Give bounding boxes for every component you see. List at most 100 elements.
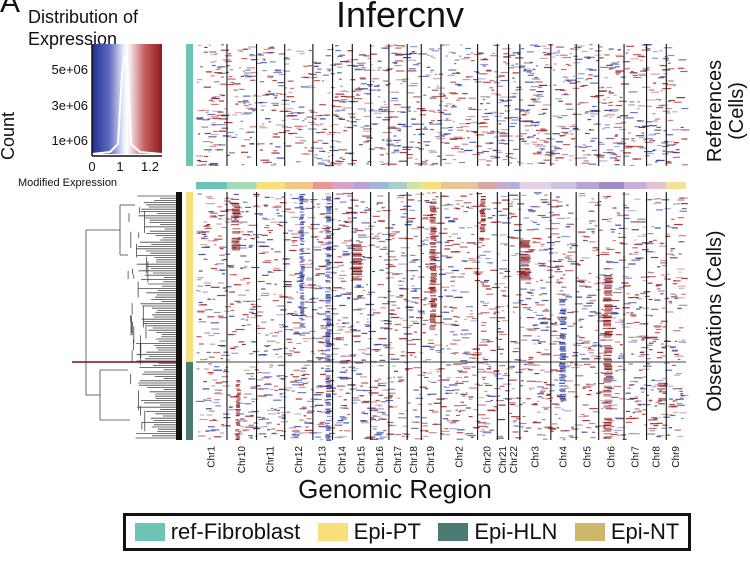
cnv-streak [520,275,531,277]
observation-cell-signal [519,422,527,425]
observation-cell-signal [605,376,614,378]
cnv-streak [603,332,612,334]
observation-cell-signal [333,287,342,289]
reference-cell-signal [662,150,666,152]
cnv-streak [480,201,486,203]
reference-cell-signal [245,76,252,78]
reference-cell-signal [573,55,578,57]
observation-cell-signal [532,237,541,239]
observation-cell-signal [223,259,227,261]
observation-cell-signal [292,242,295,244]
observation-cell-signal [208,426,215,428]
observation-cell-signal [332,393,337,395]
reference-cell-signal [666,151,674,153]
observation-cell-signal [673,330,681,332]
reference-cell-signal [313,141,318,143]
cnv-streak [235,401,240,403]
observation-cell-signal [273,267,280,269]
observation-cell-signal [277,330,283,332]
reference-cell-signal [382,119,391,121]
observation-cell-signal [655,402,660,404]
observation-cell-signal [571,245,579,247]
reference-cell-signal [542,112,546,114]
reference-cell-signal [544,154,549,156]
observation-cell-signal [547,397,551,400]
reference-cell-signal [456,72,460,74]
observation-cell-signal [669,257,678,259]
reference-cell-signal [348,153,353,155]
reference-cell-signal [480,63,489,66]
observation-cell-signal [257,355,261,357]
observation-cell-signal [571,311,579,313]
reference-cell-signal [326,133,335,136]
reference-cell-signal [639,74,647,76]
reference-cell-signal [221,44,224,46]
cnv-streak [326,263,332,265]
observation-cell-signal [422,217,429,219]
reference-cell-signal [440,100,444,102]
observation-cell-signal [444,248,451,250]
observation-cell-signal [228,333,237,336]
reference-cell-signal [285,57,289,59]
observation-cell-signal [318,342,326,344]
observation-cell-signal [534,192,542,194]
reference-cell-signal [434,73,438,75]
observation-cell-signal [428,287,431,289]
observation-cell-signal [682,341,686,343]
reference-cell-signal [319,118,326,120]
observation-cell-signal [631,229,639,231]
cnv-streak [604,387,613,389]
observation-cell-signal [413,367,421,369]
reference-cell-signal [246,107,254,109]
observation-cell-signal [634,251,639,253]
observation-cell-signal [606,260,609,262]
reference-cell-signal [470,52,474,54]
observation-cell-signal [639,323,648,325]
observation-cell-signal [257,388,264,390]
reference-cell-signal [322,128,328,130]
observation-cell-signal [374,408,378,410]
reference-cell-signal [589,129,595,131]
observation-cell-signal [544,308,548,310]
cnv-streak [325,411,331,413]
cnv-streak [430,258,437,260]
observation-cell-signal [600,346,603,348]
observation-cell-signal [631,259,641,261]
chromosome-color-segment [519,182,551,189]
observation-cell-signal [213,311,221,314]
observation-cell-signal [568,258,573,260]
observation-cell-signal [548,260,557,262]
observation-cell-signal [466,306,474,308]
observation-cell-signal [563,439,566,441]
observation-cell-signal [568,435,574,437]
cnv-streak [519,259,530,261]
observation-cell-signal [342,253,351,255]
observation-cell-signal [419,249,422,251]
observation-cell-signal [209,419,218,422]
observation-cell-signal [203,221,208,223]
observation-cell-signal [467,257,475,260]
observation-cell-signal [588,201,598,203]
reference-cell-signal [493,131,496,133]
reference-cell-signal [588,129,591,131]
observation-cell-signal [344,430,351,432]
observation-cell-signal [544,194,548,196]
reference-cell-signal [462,93,468,95]
observation-cell-signal [404,224,412,226]
observation-cell-signal [453,389,460,391]
reference-cell-signal [426,66,431,68]
cnv-streak [299,232,304,234]
observation-cell-signal [610,426,615,428]
observation-cell-signal [502,383,512,385]
reference-cell-signal [237,101,246,103]
cnv-streak [300,275,305,277]
observation-cell-signal [473,270,478,273]
reference-cell-signal [432,57,436,59]
observation-cell-signal [371,270,375,273]
reference-cell-signal [544,133,550,135]
observation-cell-signal [653,203,656,205]
reference-cell-signal [429,48,435,50]
reference-cell-signal [241,145,246,147]
reference-cell-signal [284,115,290,117]
observation-cell-signal [395,231,400,233]
